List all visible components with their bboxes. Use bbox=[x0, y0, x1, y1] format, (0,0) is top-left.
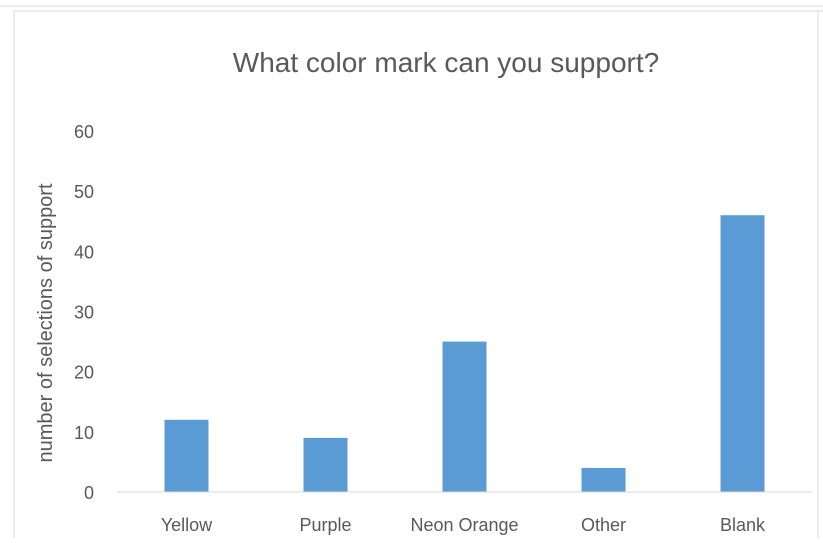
y-tick-label: 0 bbox=[84, 483, 94, 503]
x-axis-ticks: Yellow Purple Neon Orange Other Blank bbox=[161, 515, 766, 535]
bar-other bbox=[581, 467, 626, 492]
y-tick-label: 30 bbox=[74, 303, 94, 323]
bar-neon-orange bbox=[442, 341, 487, 492]
x-tick-label: Blank bbox=[720, 515, 766, 535]
y-tick-label: 40 bbox=[74, 242, 94, 262]
y-axis-label: number of selections of support bbox=[35, 183, 57, 462]
x-tick-label: Yellow bbox=[161, 515, 213, 535]
y-tick-label: 10 bbox=[74, 423, 94, 443]
y-axis-ticks: 0 10 20 30 40 50 60 bbox=[74, 122, 94, 503]
chart-title: What color mark can you support? bbox=[233, 47, 659, 78]
y-tick-label: 20 bbox=[74, 363, 94, 383]
x-tick-label: Neon Orange bbox=[410, 515, 518, 535]
bar-blank bbox=[720, 215, 765, 492]
x-tick-label: Other bbox=[581, 515, 626, 535]
bar-yellow bbox=[164, 419, 209, 492]
x-tick-label: Purple bbox=[299, 515, 351, 535]
bar-purple bbox=[303, 437, 348, 492]
y-tick-label: 50 bbox=[74, 182, 94, 202]
bars-group bbox=[164, 215, 765, 492]
y-tick-label: 60 bbox=[74, 122, 94, 142]
